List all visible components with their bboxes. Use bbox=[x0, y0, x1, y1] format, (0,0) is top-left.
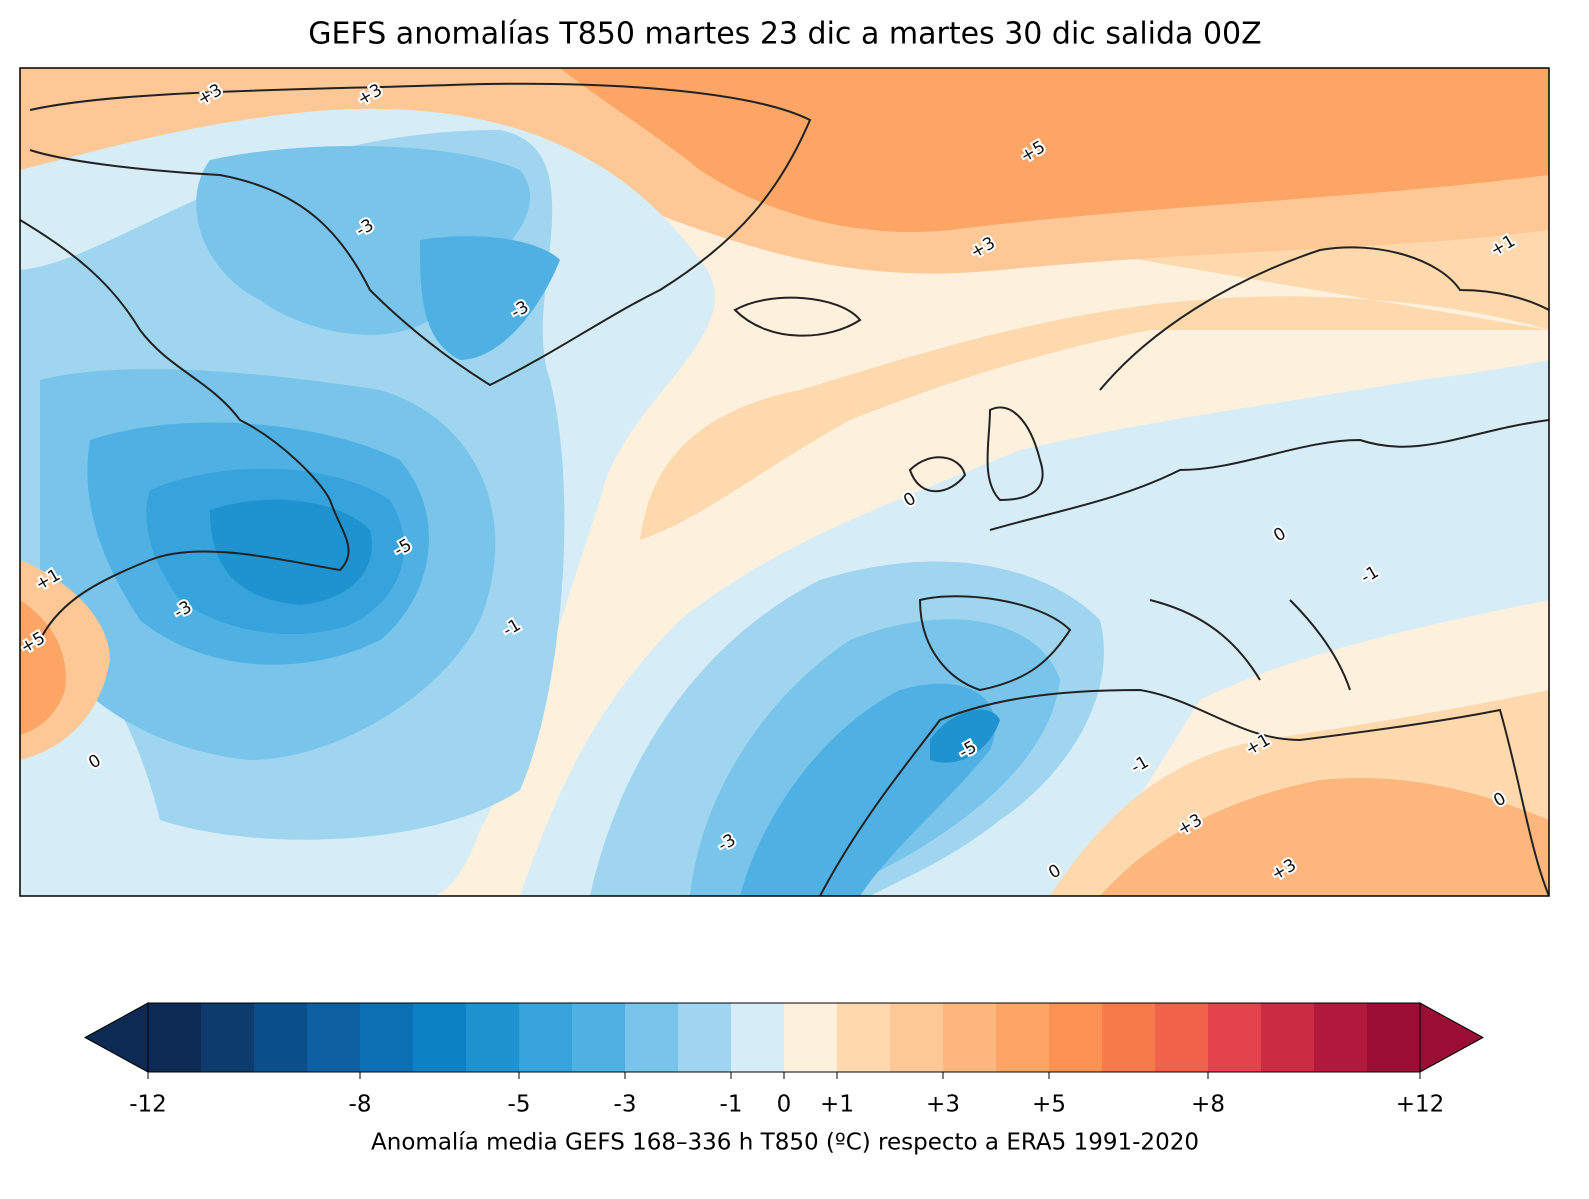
colorbar-swatch bbox=[1208, 1003, 1262, 1072]
coastline bbox=[1099, 246, 1549, 391]
colorbar-swatch bbox=[1367, 1003, 1421, 1072]
colorbar-swatch bbox=[148, 1003, 202, 1072]
warm-area bbox=[560, 68, 1549, 232]
colorbar-swatch bbox=[678, 1003, 732, 1072]
colorbar-tick-label: +12 bbox=[1396, 1092, 1445, 1118]
colorbar-tick-label: 0 bbox=[777, 1092, 792, 1118]
cold-area bbox=[420, 236, 560, 360]
coastline bbox=[20, 219, 350, 641]
colorbar-extend bbox=[83, 1002, 149, 1073]
colorbar-tick-label: -1 bbox=[720, 1092, 743, 1118]
colorbar-swatch bbox=[837, 1003, 891, 1072]
colorbar-swatch bbox=[1314, 1003, 1368, 1072]
colorbar-tick-label: +3 bbox=[926, 1092, 960, 1118]
colorbar-tick-label: +1 bbox=[820, 1092, 854, 1118]
colorbar-swatch bbox=[466, 1003, 520, 1072]
colorbar-extend bbox=[1419, 1002, 1485, 1073]
colorbar-tick-label: -3 bbox=[614, 1092, 637, 1118]
colorbar-swatch bbox=[731, 1003, 785, 1072]
colorbar-tick-label: -5 bbox=[508, 1092, 531, 1118]
colorbar-swatch bbox=[201, 1003, 255, 1072]
colorbar-tick-label: +5 bbox=[1032, 1092, 1066, 1118]
warm-area bbox=[20, 600, 66, 735]
colorbar-tick-label: +8 bbox=[1191, 1092, 1225, 1118]
map-frame bbox=[19, 67, 1550, 897]
colorbar-swatch bbox=[625, 1003, 679, 1072]
colorbar-swatch bbox=[519, 1003, 573, 1072]
colorbar-swatch bbox=[943, 1003, 997, 1072]
coastline bbox=[1149, 599, 1351, 691]
map: +3 +3+5+3 +1-3-3-5-3-10+1+5-3-500-1-1+1+3+… bbox=[20, 68, 1549, 896]
colorbar-swatch bbox=[413, 1003, 467, 1072]
coastline bbox=[29, 82, 812, 387]
colorbar: -12 -8 -5 -3 -1 0 +1 +3 +5 +8 +12 bbox=[83, 1002, 1485, 1118]
cold-area bbox=[930, 709, 1000, 763]
title: GEFS anomalías T850 martes 23 dic a mart… bbox=[308, 17, 1261, 52]
coastlines bbox=[20, 82, 1549, 896]
warm-area bbox=[1100, 778, 1549, 896]
coastline bbox=[908, 456, 967, 493]
coastline bbox=[819, 688, 1549, 896]
colorbar-swatch bbox=[1102, 1003, 1156, 1072]
colorbar-swatch bbox=[1261, 1003, 1315, 1072]
colorbar-swatch bbox=[360, 1003, 414, 1072]
colorbar-tick-label: -8 bbox=[349, 1092, 372, 1118]
colorbar-swatch bbox=[254, 1003, 308, 1072]
colorbar-swatch bbox=[890, 1003, 944, 1072]
colorbar-swatch bbox=[572, 1003, 626, 1072]
colorbar-tick-label: -12 bbox=[129, 1092, 167, 1118]
colorbar-label: Anomalía media GEFS 168–336 h T850 (ºC) … bbox=[371, 1130, 1199, 1156]
coastline bbox=[986, 406, 1044, 502]
cold-area bbox=[740, 683, 996, 896]
colorbar-swatch bbox=[784, 1003, 838, 1072]
colorbar-swatch bbox=[1049, 1003, 1103, 1072]
colorbar-swatch bbox=[996, 1003, 1050, 1072]
colorbar-swatch bbox=[307, 1003, 361, 1072]
colorbar-swatch bbox=[1155, 1003, 1209, 1072]
coastline bbox=[733, 296, 862, 337]
cold-area bbox=[210, 499, 372, 605]
coastline bbox=[918, 595, 1072, 692]
coastline bbox=[989, 419, 1549, 531]
